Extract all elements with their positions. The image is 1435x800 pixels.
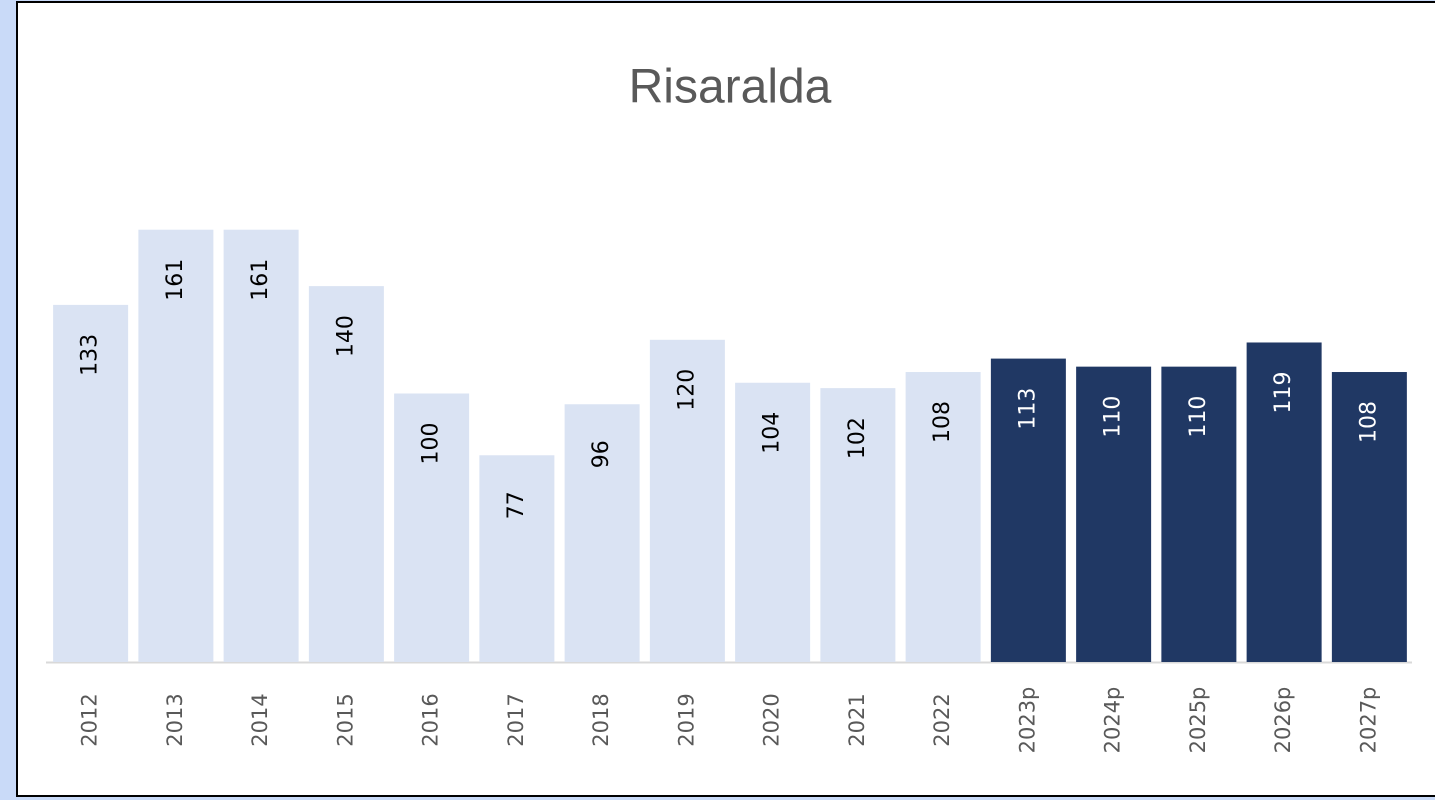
bar [564, 404, 640, 662]
bar [905, 372, 981, 662]
x-tick-label: 2014 [248, 693, 272, 746]
value-label: 119 [1271, 371, 1296, 413]
value-label: 120 [674, 369, 699, 411]
x-tick-label: 2017 [504, 693, 528, 746]
bar [138, 229, 214, 662]
value-label: 110 [1186, 396, 1211, 438]
bar [735, 382, 811, 662]
bar [1161, 366, 1237, 662]
x-tick-label: 2020 [760, 693, 784, 746]
bar [1076, 366, 1152, 662]
x-tick-label: 2025p [1186, 687, 1210, 754]
chart-title: Risaralda [629, 61, 832, 114]
x-tick-label: 2015 [333, 693, 357, 746]
x-tick-label: 2022 [930, 693, 954, 746]
x-tick-label: 2024p [1101, 687, 1125, 754]
x-tick-label: 2018 [589, 693, 613, 746]
x-tick-label: 2021 [845, 693, 869, 746]
bar [394, 393, 470, 662]
value-label: 77 [504, 491, 529, 519]
bar [223, 229, 299, 662]
x-tick-label: 2023p [1015, 687, 1039, 754]
value-label: 113 [1015, 388, 1040, 430]
value-label: 133 [78, 334, 103, 376]
bar [820, 388, 896, 662]
bar [990, 358, 1066, 662]
bar [649, 339, 725, 662]
x-tick-label: 2016 [419, 693, 443, 746]
bar [308, 286, 384, 662]
value-label: 108 [1356, 401, 1381, 443]
x-tick-label: 2019 [674, 693, 698, 746]
value-label: 110 [1101, 396, 1126, 438]
x-tick-label: 2012 [78, 693, 102, 746]
value-label: 96 [589, 440, 614, 468]
value-label: 140 [333, 315, 358, 357]
value-label: 102 [845, 417, 870, 459]
bar [53, 304, 129, 662]
value-label: 104 [760, 412, 785, 454]
value-label: 161 [163, 259, 188, 301]
x-tick-label: 2026p [1271, 687, 1295, 754]
x-tick-label: 2027p [1356, 687, 1380, 754]
value-label: 108 [930, 401, 955, 443]
x-tick-label: 2013 [163, 693, 187, 746]
bar [479, 455, 555, 662]
value-label: 161 [248, 259, 273, 301]
bar [1331, 372, 1407, 662]
value-label: 100 [419, 423, 444, 465]
bar [1246, 342, 1322, 662]
